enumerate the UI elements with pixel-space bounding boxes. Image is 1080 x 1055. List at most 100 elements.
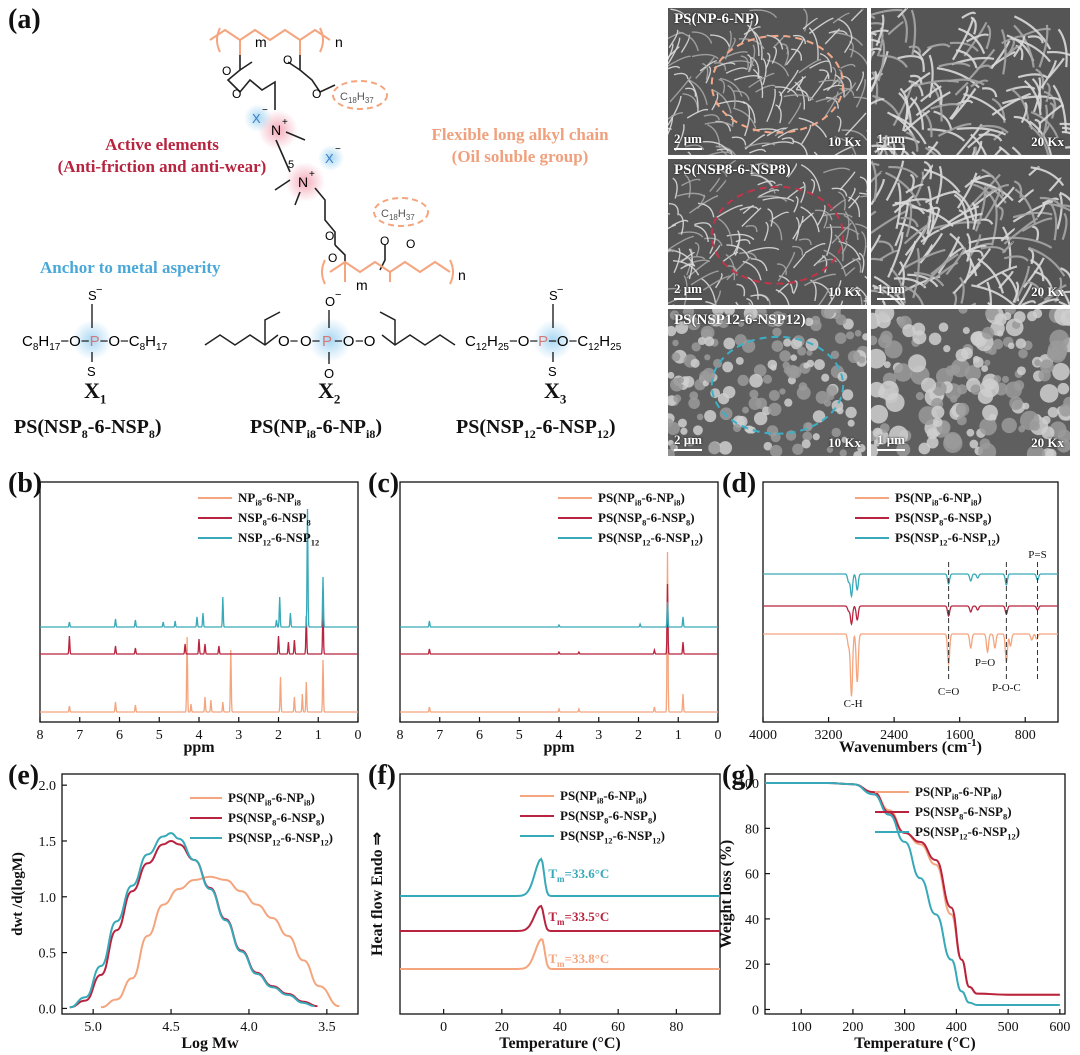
svg-text:O: O: [222, 64, 231, 78]
sem-scale-bar: 2 μm: [674, 281, 702, 301]
x-tick-label: 3: [235, 728, 242, 743]
y-axis-label: dwt /d(logM): [10, 852, 26, 936]
y-tick-label: 40: [745, 913, 759, 928]
x-tick-label: 0: [355, 728, 362, 743]
anchor-label: Anchor to metal asperity: [40, 258, 221, 277]
gpc-curve: [69, 832, 315, 1009]
svg-text:O: O: [283, 53, 292, 67]
x-axis-label: Log Mw: [181, 1035, 239, 1052]
ftir-spectrum: [763, 605, 1058, 626]
x-tick-label: 6: [116, 728, 123, 743]
chart-c-nmr: 8 7 6 5 4 3 2 1 0 ppm PS(NPi8-6-NPi8) PS(NSP8-6-NSP…: [397, 481, 722, 756]
svg-text:S: S: [87, 364, 96, 379]
sem-magnification: 20 Kx: [1031, 133, 1064, 149]
flexible-chain-label: Flexible long alkyl chain (Oil soluble g…: [390, 124, 650, 168]
legend-entry: NSP8-6-NSP8: [238, 510, 311, 527]
repeat-m-top: m: [255, 34, 267, 50]
spectrum-line: [40, 608, 358, 655]
y-tick-label: 60: [745, 868, 759, 883]
legend-entry: PS(NPi8-6-NPi8): [598, 490, 685, 507]
svg-text:S: S: [88, 288, 97, 303]
sem-texture: [668, 309, 867, 456]
svg-text:−O: −O: [334, 333, 354, 350]
x-tick-label: 600: [1049, 1020, 1070, 1035]
y-tick-label: 80: [745, 822, 759, 837]
gpc-curve: [69, 839, 318, 1009]
compound-name-3: PS(NSP12-6-NSP12): [456, 416, 616, 441]
svg-text:O: O: [380, 234, 389, 248]
chart-b-nmr: 8 7 6 5 4 3 2 1 0 ppm NPi8-6-NPi8 NSP8-6-NSP8 NSP12-…: [37, 481, 362, 756]
x-tick-label: 2400: [880, 728, 908, 743]
spectrum-line: [400, 583, 718, 655]
panel-label-b: (b): [8, 468, 43, 499]
spectrum-line: [400, 551, 718, 713]
active-elements-label: Active elements (Anti-friction and anti-…: [42, 134, 282, 178]
x-tick-label: 8: [37, 728, 44, 743]
tm-annotation: Tm=33.8°C: [548, 951, 609, 969]
svg-text:O: O: [324, 366, 334, 381]
legend-entry: PS(NPi8-6-NPi8): [228, 790, 315, 807]
sem-texture: [668, 8, 867, 155]
x-axis-label: ppm: [183, 739, 215, 756]
tm-annotation: Tm=33.5°C: [548, 909, 609, 927]
y-tick-label: 20: [745, 958, 759, 973]
legend-entry: NPi8-6-NPi8: [238, 490, 301, 507]
svg-text:−: −: [335, 289, 341, 301]
svg-text:C18H37: C18H37: [340, 91, 374, 105]
repeat-m-bottom: m: [356, 277, 368, 293]
sem-title: PS(NSP12-6-NSP12): [674, 312, 806, 329]
svg-text:C18H37: C18H37: [381, 208, 415, 222]
band-annotation: C-H: [844, 698, 863, 710]
panel-label-d: (d): [722, 468, 757, 499]
x-tick-label: 0: [440, 1020, 447, 1035]
x-tick-label: 6: [476, 728, 483, 743]
panel-label-c: (c): [368, 468, 400, 499]
y-tick-label: 1.5: [39, 835, 57, 850]
x-tick-label: 4.0: [240, 1020, 258, 1035]
y-tick-label: 0.5: [39, 947, 57, 962]
svg-text:O−: O−: [278, 333, 299, 350]
svg-text:O: O: [325, 229, 334, 243]
legend-entry: PS(NSP12-6-NSP12): [228, 830, 333, 847]
x-tick-label: 60: [611, 1020, 625, 1035]
x-tick-label: 4: [556, 728, 563, 743]
x-tick-label: 400: [946, 1020, 967, 1035]
y-axis-label: Weight loss (%): [718, 840, 735, 948]
legend-entry: PS(NSP8-6-NSP8): [915, 804, 1012, 821]
panel-label-e: (e): [8, 760, 40, 791]
svg-text:−: −: [335, 144, 341, 155]
band-annotation: C=O: [938, 686, 960, 698]
legend-entry: NSP12-6-NSP12: [238, 530, 319, 547]
y-tick-label: 100: [738, 777, 759, 792]
x-tick-label: 5: [516, 728, 523, 743]
x-tick-label: 3: [595, 728, 602, 743]
spacer-length: 5: [288, 159, 294, 171]
chart-d-ftir: 4000 3200 2400 1600 800 Wavenumbers (cm-1) C-H…: [749, 481, 1059, 756]
svg-text:O: O: [325, 294, 335, 309]
spectrum-line: [40, 636, 358, 713]
sem-scale-bar: 2 μm: [674, 432, 702, 451]
legend-entry: PS(NSP12-6-NSP12): [598, 530, 703, 547]
y-tick-label: 2.0: [39, 779, 57, 794]
sem-scale-bar: 2 μm: [674, 131, 702, 150]
svg-text:O−: O−: [300, 333, 321, 350]
plot-frame: [61, 773, 359, 1015]
x-tick-label: 3.5: [318, 1020, 336, 1035]
x3-label: X3: [544, 378, 567, 407]
flexible-title: Flexible long alkyl chain: [431, 125, 609, 144]
svg-text:O: O: [232, 87, 241, 101]
ftir-spectrum: [763, 573, 1058, 599]
repeat-n-bottom: n: [458, 267, 466, 283]
x-tick-label: 0: [715, 728, 722, 743]
x-tick-label: 1600: [946, 728, 974, 743]
active-subtitle: (Anti-friction and anti-wear): [57, 157, 267, 176]
sem-texture: [871, 309, 1070, 456]
svg-text:O: O: [312, 87, 321, 101]
svg-text:S: S: [548, 364, 557, 379]
svg-text:O: O: [328, 251, 337, 265]
sem-image-grid: PS(NP-6-NP) 2 μm 10 Kx 1 μm 20 Kx PS(NSP8-6-N…: [668, 8, 1070, 456]
x-tick-label: 7: [76, 728, 83, 743]
x3-structure: C12H25−O−P−O−C12H25 S − S: [465, 284, 622, 379]
spectrum-line: [400, 601, 718, 628]
flexible-subtitle: (Oil soluble group): [451, 147, 589, 166]
